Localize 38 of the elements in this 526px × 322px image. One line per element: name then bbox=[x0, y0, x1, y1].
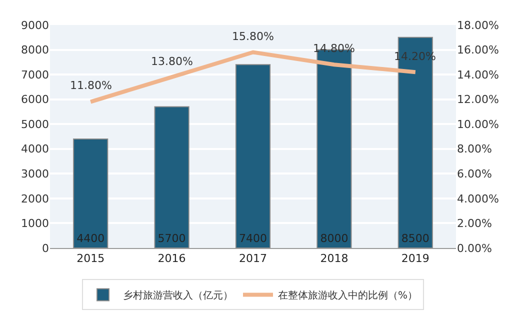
x-tick-label: 2017 bbox=[239, 252, 267, 266]
data-label: 4400 bbox=[76, 232, 105, 245]
y-tick-label: 2000 bbox=[21, 192, 49, 206]
x-tick-label: 2018 bbox=[320, 252, 348, 266]
bar bbox=[154, 106, 190, 248]
data-label: 8000 bbox=[320, 232, 348, 245]
y2-tick-label: 6.00% bbox=[457, 168, 492, 181]
y2-tick-label: 8.00% bbox=[457, 142, 492, 156]
y-tick-label: 3000 bbox=[21, 168, 49, 181]
y2-tick-label: 10.00% bbox=[457, 118, 499, 131]
data-label: 11.80% bbox=[70, 79, 112, 92]
data-label: 5700 bbox=[158, 232, 186, 245]
y2-tick-label: 2.00% bbox=[457, 217, 492, 230]
bar bbox=[73, 138, 108, 248]
y-tick-label: 4000 bbox=[21, 142, 49, 156]
y2-tick-label: 4.000% bbox=[457, 192, 499, 206]
legend-label: 乡村旅游营收入（亿元） bbox=[123, 290, 233, 302]
y-tick-label: 5000 bbox=[21, 118, 49, 131]
data-label: 8500 bbox=[401, 232, 430, 245]
x-tick-label: 2016 bbox=[158, 252, 186, 266]
legend-label: 在整体旅游收入中的比例（%） bbox=[278, 290, 418, 302]
y2-tick-label: 16.00% bbox=[457, 44, 499, 57]
y-tick-label: 0 bbox=[42, 242, 49, 255]
x-tick-label: 2015 bbox=[76, 252, 105, 266]
data-label: 13.80% bbox=[151, 55, 193, 68]
data-label: 15.80% bbox=[232, 30, 274, 43]
y-tick-label: 7000 bbox=[21, 68, 49, 82]
y2-tick-label: 0.00% bbox=[457, 242, 492, 255]
y-tick-label: 6000 bbox=[21, 93, 49, 106]
data-label: 7400 bbox=[239, 232, 267, 245]
y-tick-label: 1000 bbox=[21, 217, 49, 230]
y2-tick-label: 18.00% bbox=[457, 18, 499, 32]
y2-tick-label: 14.00% bbox=[457, 68, 499, 82]
y-tick-label: 8000 bbox=[21, 44, 49, 57]
y2-tick-label: 12.00% bbox=[457, 93, 499, 106]
bar bbox=[235, 64, 271, 248]
x-tick-label: 2019 bbox=[401, 252, 430, 266]
y-tick-label: 9000 bbox=[21, 18, 49, 32]
